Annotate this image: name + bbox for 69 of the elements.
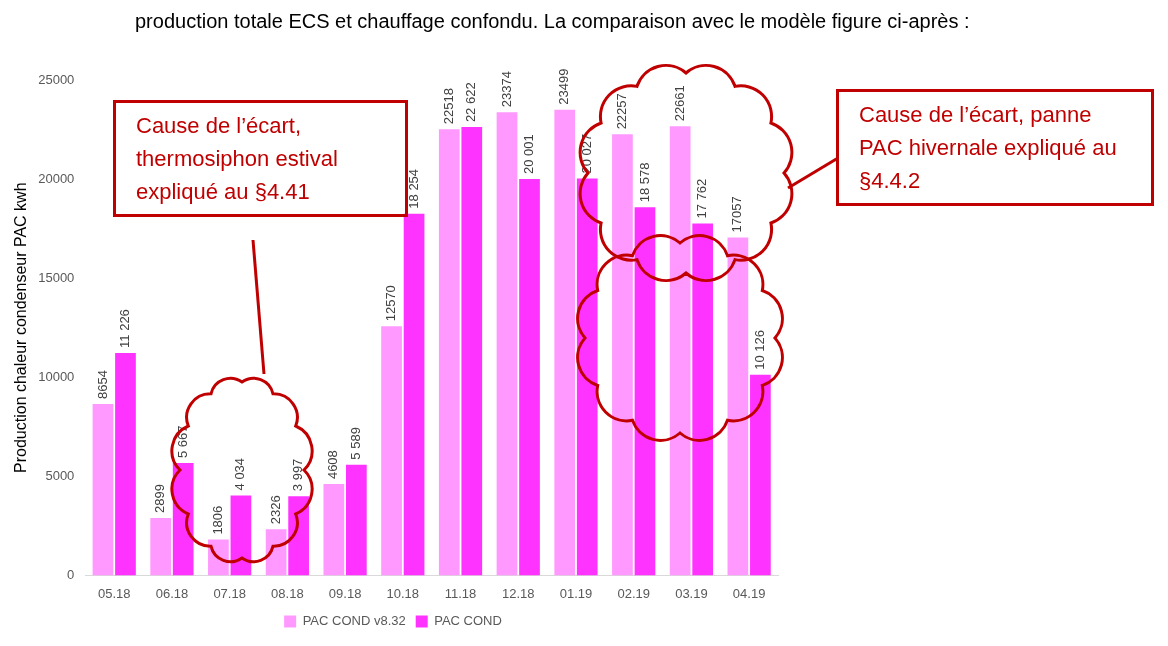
x-tick-label: 07.18 xyxy=(213,585,246,601)
data-label: 4 034 xyxy=(232,457,248,491)
data-label: 2326 xyxy=(267,495,283,525)
bar xyxy=(727,237,749,576)
y-tick-label: 10000 xyxy=(38,368,75,384)
data-label: 11 226 xyxy=(117,309,133,348)
data-label: 18 578 xyxy=(636,162,652,203)
data-label: 5 589 xyxy=(347,427,363,460)
bar xyxy=(669,126,691,576)
x-tick-label: 04.19 xyxy=(732,585,766,601)
legend-label: PAC COND v8.32 xyxy=(302,613,406,629)
bar xyxy=(576,178,598,576)
x-tick-label: 08.18 xyxy=(271,585,304,601)
data-label: 5 667 xyxy=(174,425,190,459)
bar xyxy=(172,463,194,576)
data-label: 23374 xyxy=(498,71,514,108)
data-label: 22661 xyxy=(671,85,687,122)
bar xyxy=(92,403,114,576)
data-label: 22518 xyxy=(440,88,456,125)
x-tick-label: 02.19 xyxy=(617,585,650,601)
y-tick-label: 0 xyxy=(67,566,75,582)
bar xyxy=(323,484,345,576)
bar xyxy=(403,213,425,576)
data-label: 20 001 xyxy=(521,134,537,175)
data-label: 17057 xyxy=(729,196,745,233)
bar xyxy=(461,127,483,576)
bar xyxy=(554,109,576,576)
bar xyxy=(750,374,771,576)
data-label: 2899 xyxy=(152,484,168,513)
x-tick-label: 11.18 xyxy=(444,585,477,601)
data-label: 4608 xyxy=(325,450,341,480)
x-tick-label: 01.19 xyxy=(559,585,593,601)
text: production totale ECS et chauffage confondu. La comparaison avec le modèle figure ci-après : xyxy=(135,9,971,34)
bar xyxy=(288,496,309,576)
bar xyxy=(230,495,252,576)
bar xyxy=(692,223,714,576)
bar xyxy=(519,179,540,576)
x-tick-label: 06.18 xyxy=(155,585,189,601)
data-label: 23499 xyxy=(556,68,572,105)
x-tick-label: 05.18 xyxy=(97,585,131,601)
data-label: 8654 xyxy=(94,369,110,399)
bar xyxy=(634,207,656,576)
data-label: 22257 xyxy=(614,93,630,130)
data-label: 18 254 xyxy=(405,168,421,209)
bar xyxy=(345,464,367,576)
annotation: Cause de l’écart, thermosiphon estival expliqué au §4.41 xyxy=(136,113,338,204)
bar xyxy=(150,517,172,576)
text: Cause de l’écart, panne PAC hivernale expliqué au §4.4.2 xyxy=(836,89,1154,206)
data-label: 3 997 xyxy=(290,458,306,492)
y-tick-label: 20000 xyxy=(38,170,75,186)
bar xyxy=(438,129,460,576)
x-tick-label: 12.18 xyxy=(501,585,535,601)
y-tick-label: 15000 xyxy=(38,269,75,285)
data-label: 22 622 xyxy=(463,82,479,123)
x-tick-label: 03.19 xyxy=(675,585,708,601)
y-tick-label: 25000 xyxy=(38,71,75,87)
x-tick-label: 09.18 xyxy=(328,585,362,601)
legend-label: PAC COND xyxy=(434,613,502,629)
bar xyxy=(612,134,633,576)
data-label: 17 762 xyxy=(694,178,710,219)
data-label: 10 126 xyxy=(751,329,767,370)
data-label: 1806 xyxy=(209,505,225,535)
y-axis-title: Production chaleur condenseur PAC kwh xyxy=(12,182,30,473)
data-label: 12570 xyxy=(383,285,399,322)
bar xyxy=(381,326,402,576)
bar xyxy=(115,352,136,576)
bar xyxy=(496,112,518,576)
x-tick-label: 10.18 xyxy=(386,585,420,601)
y-tick-label: 5000 xyxy=(45,467,75,483)
